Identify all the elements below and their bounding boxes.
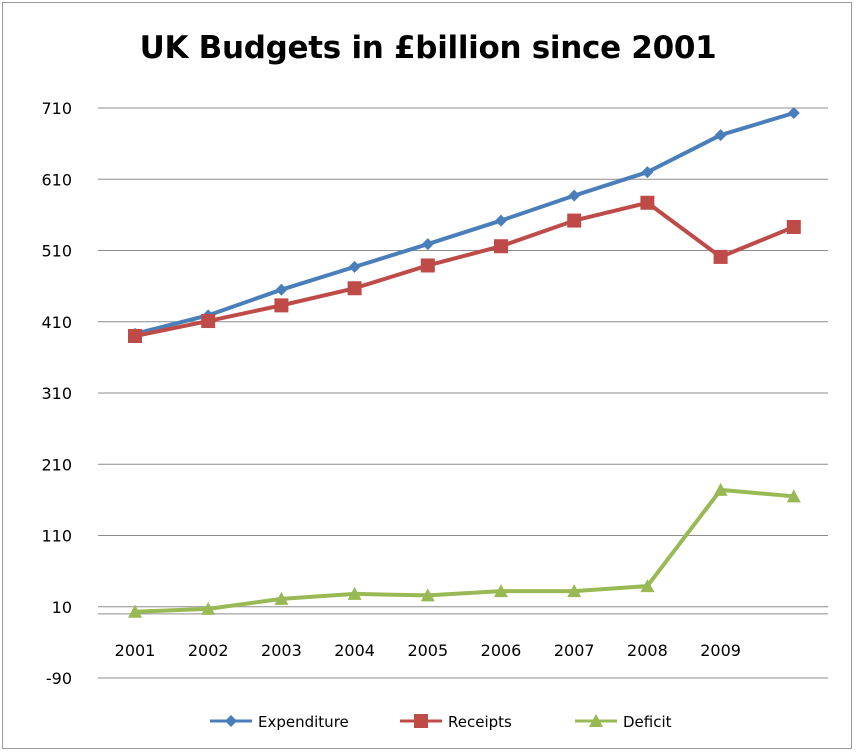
deficit-point	[786, 489, 801, 503]
deficit-point	[274, 591, 289, 605]
y-tick-label: 610	[41, 170, 72, 189]
receipts-point	[347, 281, 362, 296]
expenditure-line	[134, 111, 795, 336]
deficit-point	[713, 482, 728, 496]
expenditure-point	[348, 260, 361, 273]
receipts-point	[128, 329, 142, 343]
x-tick-label: 2005	[407, 641, 448, 660]
receipts-point	[640, 195, 655, 210]
x-tick-label: 2009	[700, 641, 741, 660]
x-tick-label: 2007	[554, 641, 595, 660]
deficit-point	[567, 584, 582, 598]
deficit-point	[494, 584, 508, 598]
receipts-point	[201, 314, 216, 329]
x-tick-label: 2003	[261, 641, 302, 660]
y-tick-label: 710	[41, 99, 72, 118]
receipts-line	[134, 200, 795, 338]
expenditure-point	[787, 106, 800, 119]
deficit-point	[347, 586, 362, 600]
legend-receipts-label: Receipts	[448, 713, 512, 731]
receipts-point	[713, 249, 728, 264]
y-tick-label: 110	[41, 527, 72, 546]
legend-deficit-marker	[589, 714, 603, 727]
expenditure-point	[421, 238, 434, 251]
deficit-point	[420, 588, 435, 602]
expenditure-point	[568, 189, 581, 202]
legend-deficit-label: Deficit	[623, 713, 672, 731]
legend-expenditure-marker	[225, 715, 237, 727]
y-tick-label: 410	[41, 313, 72, 332]
x-tick-label: 2004	[334, 641, 375, 660]
receipts-point	[274, 298, 289, 313]
expenditure-point	[714, 129, 727, 142]
x-tick-label: 2001	[115, 641, 156, 660]
y-tick-label: 10	[52, 598, 72, 617]
expenditure-point	[641, 166, 654, 179]
legend-expenditure-label: Expenditure	[258, 713, 349, 731]
receipts-point	[494, 239, 508, 254]
chart-title: UK Budgets in £billion since 2001	[139, 30, 717, 66]
receipts-point	[786, 219, 801, 234]
deficit-line	[134, 487, 794, 614]
x-tick-label: 2002	[188, 641, 229, 660]
x-tick-label: 2008	[627, 641, 668, 660]
y-tick-label: 310	[41, 384, 72, 403]
deficit-point	[640, 579, 655, 593]
y-tick-label: 210	[41, 455, 72, 474]
deficit-point	[128, 604, 142, 618]
legend-receipts-marker	[414, 714, 428, 728]
expenditure-point	[275, 283, 288, 296]
deficit-point	[201, 601, 216, 615]
x-tick-label: 2006	[481, 641, 522, 660]
expenditure-point	[495, 214, 507, 227]
receipts-point	[420, 258, 435, 273]
y-tick-label: -90	[46, 669, 72, 688]
receipts-point	[567, 213, 582, 228]
y-tick-label: 510	[41, 242, 72, 261]
